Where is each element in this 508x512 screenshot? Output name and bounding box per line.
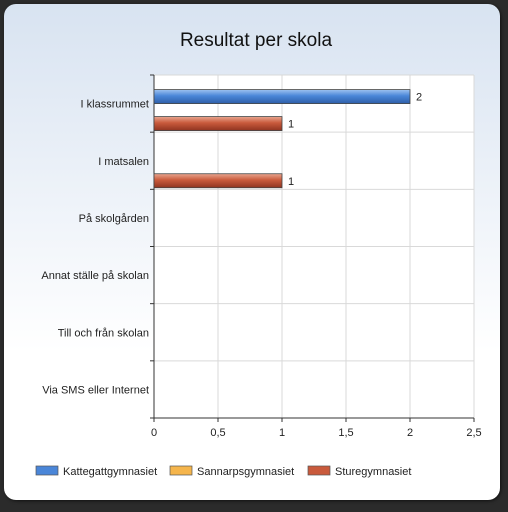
x-tick-label: 2	[407, 427, 413, 439]
chart-svg: Resultat per skola 0 0,5 1 1,5 2 2,5 I klassru…	[35, 30, 482, 478]
x-tick-label: 0	[151, 427, 157, 439]
bar	[153, 173, 283, 189]
category-label: I klassrummet	[81, 99, 149, 111]
category-label: Annat ställe på skolan	[41, 270, 149, 282]
chart-title: Resultat per skola	[180, 30, 333, 51]
legend-swatch	[35, 465, 59, 476]
x-tick-label: 0,5	[210, 427, 225, 439]
axes	[150, 74, 475, 422]
labels: 0 0,5 1 1,5 2 2,5 I klassrummet I matsalen På sk…	[41, 92, 481, 439]
bars	[153, 89, 411, 189]
bar-value-label: 2	[416, 92, 422, 104]
legend-label: Sturegymnasiet	[335, 466, 411, 478]
x-tick-label: 1	[279, 427, 285, 439]
grid-lines	[153, 74, 475, 419]
category-label: På skolgården	[79, 213, 149, 225]
legend: Kattegattgymnasiet Sannarpsgymnasiet Sture…	[35, 465, 411, 478]
chart-frame: Resultat per skola 0 0,5 1 1,5 2 2,5 I klassru…	[4, 4, 500, 500]
bar-value-label: 1	[288, 119, 294, 131]
bar-value-label: 1	[288, 176, 294, 188]
category-label: I matsalen	[98, 156, 149, 168]
legend-swatch	[169, 465, 193, 476]
legend-label: Sannarpsgymnasiet	[197, 466, 294, 478]
bar	[153, 89, 411, 104]
legend-label: Kattegattgymnasiet	[63, 466, 157, 478]
category-label: Via SMS eller Internet	[42, 384, 149, 396]
x-tick-label: 1,5	[338, 427, 353, 439]
x-tick-label: 2,5	[466, 427, 481, 439]
category-label: Till och från skolan	[58, 327, 149, 339]
bar	[153, 116, 283, 131]
legend-swatch	[307, 465, 331, 476]
